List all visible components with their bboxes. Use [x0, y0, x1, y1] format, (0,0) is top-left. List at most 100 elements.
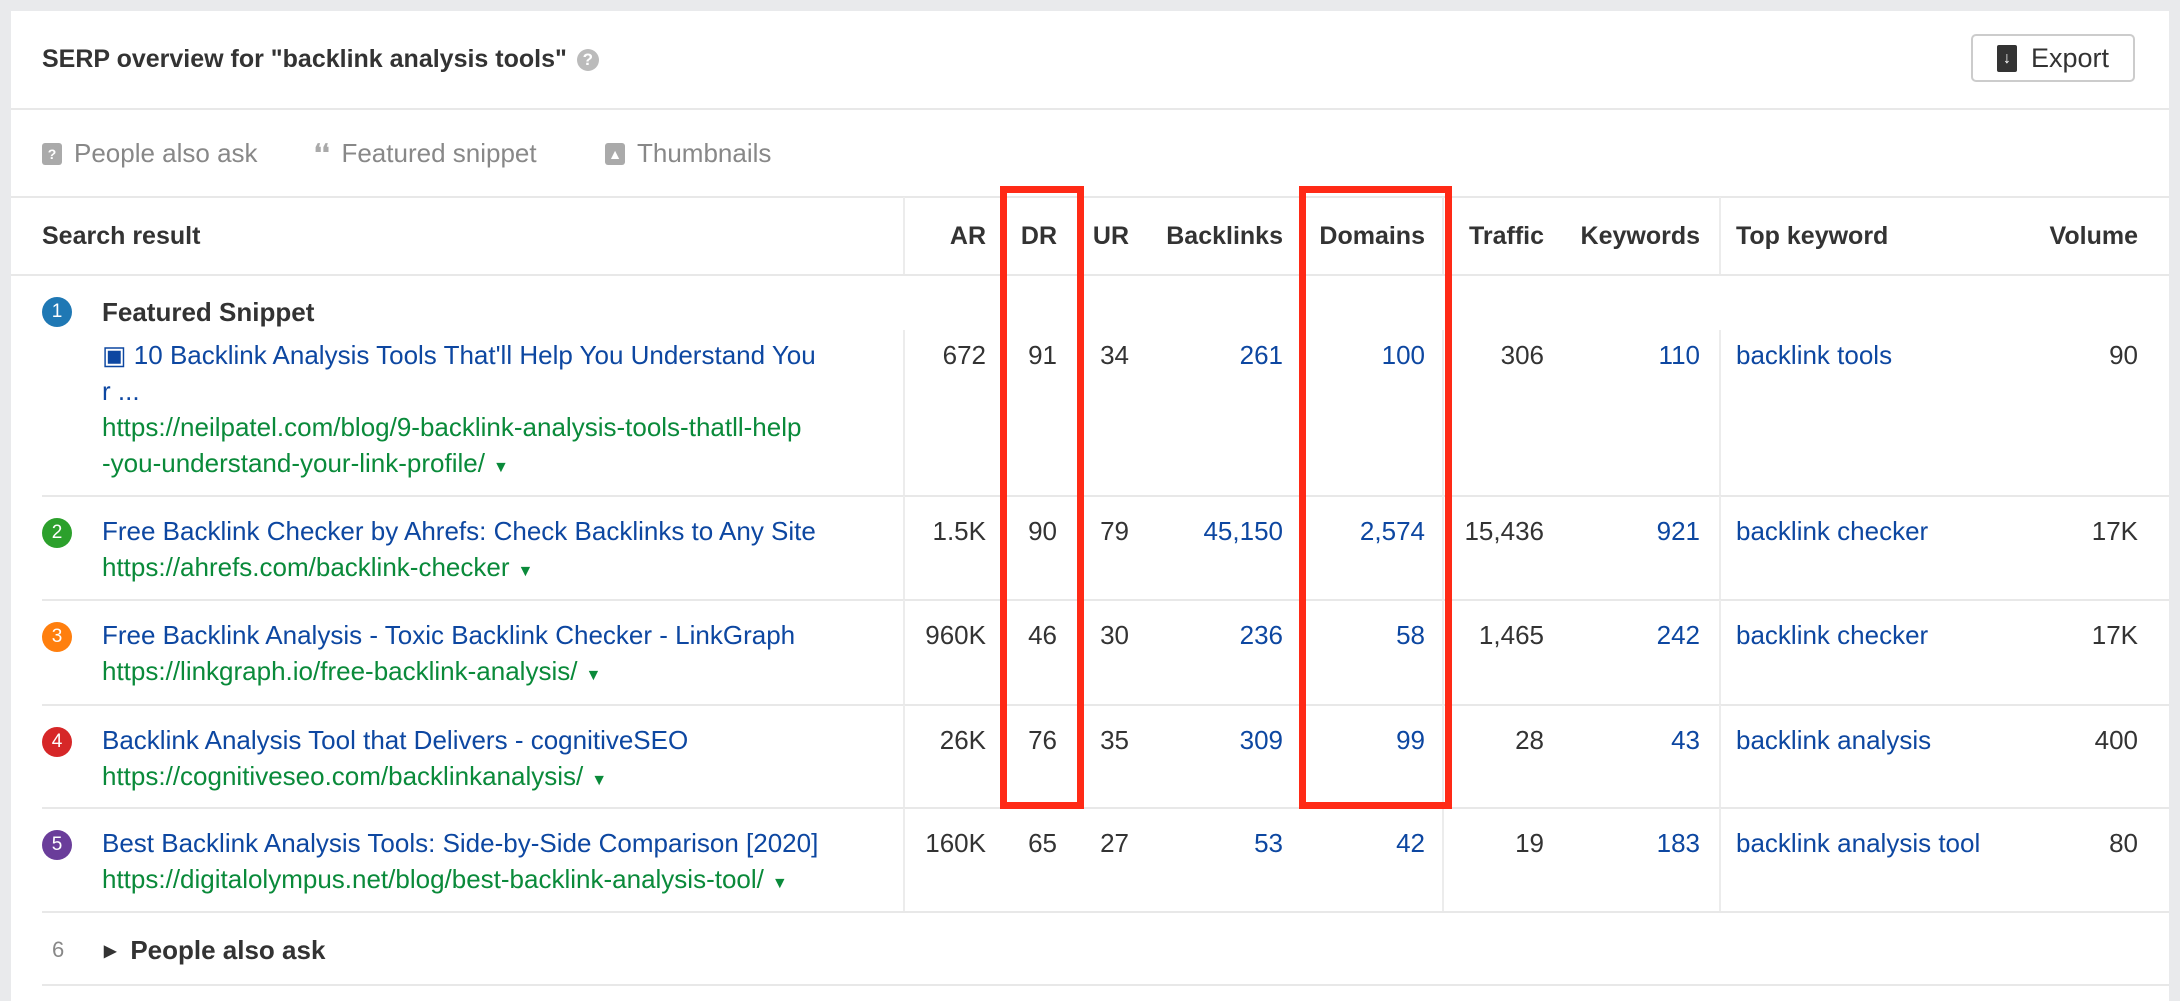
- result-title-link[interactable]: ▣ 10 Backlink Analysis Tools That'll Hel…: [102, 340, 816, 371]
- row-divider: [42, 495, 2169, 497]
- column-divider: [903, 705, 905, 808]
- cell-volume: 80: [2109, 828, 2138, 858]
- cell-dr: 46: [1028, 620, 1057, 650]
- cell-backlinks[interactable]: 53: [1254, 828, 1283, 858]
- filter-label: Featured snippet: [341, 138, 537, 168]
- featured-snippet-label: Featured Snippet: [102, 297, 315, 327]
- title-text: SERP overview for "backlink analysis too…: [42, 45, 567, 73]
- cell-ar: 26K: [939, 725, 986, 755]
- column-header-search-result[interactable]: Search result: [42, 222, 201, 250]
- cell-ur: 79: [1100, 516, 1129, 546]
- column-divider: [1719, 808, 1721, 912]
- position-badge: 4: [42, 727, 72, 757]
- cell-domains[interactable]: 100: [1381, 340, 1425, 370]
- cell-ar: 960K: [925, 620, 986, 650]
- result-url-link[interactable]: https://cognitiveseo.com/backlinkanalysi…: [102, 761, 608, 791]
- column-header-top-keyword[interactable]: Top keyword: [1736, 222, 1889, 250]
- caret-down-icon[interactable]: ▼: [591, 772, 608, 789]
- dr-column-highlight: [1000, 186, 1084, 809]
- cell-top-keyword[interactable]: backlink analysis tool: [1736, 828, 1981, 858]
- column-divider: [1719, 197, 1721, 275]
- help-icon[interactable]: ?: [576, 49, 599, 71]
- column-header-ur[interactable]: UR: [1092, 222, 1129, 250]
- column-divider: [1442, 330, 1444, 496]
- cell-ar: 672: [942, 340, 986, 370]
- result-title-text: Free Backlink Analysis - Toxic Backlink …: [102, 620, 796, 650]
- cell-ur: 30: [1100, 620, 1129, 650]
- cell-backlinks[interactable]: 261: [1239, 340, 1283, 370]
- cell-traffic: 28: [1515, 725, 1544, 755]
- cell-top-keyword[interactable]: backlink tools: [1736, 340, 1893, 370]
- result-title-link[interactable]: Free Backlink Checker by Ahrefs: Check B…: [102, 516, 816, 547]
- result-url-link[interactable]: https://digitalolympus.net/blog/best-bac…: [102, 864, 788, 894]
- column-divider: [903, 197, 905, 275]
- column-header-keywords[interactable]: Keywords: [1580, 222, 1700, 250]
- cell-dr: 65: [1028, 828, 1057, 858]
- cell-volume: 400: [2094, 725, 2138, 755]
- cell-backlinks[interactable]: 309: [1239, 725, 1283, 755]
- cell-domains[interactable]: 58: [1396, 620, 1425, 650]
- cell-domains[interactable]: 99: [1396, 725, 1425, 755]
- cell-traffic: 15,436: [1464, 516, 1544, 546]
- serp-overview-panel: [11, 11, 2169, 1001]
- position-badge: 1: [42, 297, 72, 327]
- column-divider: [1442, 705, 1444, 808]
- column-header-ar[interactable]: AR: [949, 222, 986, 250]
- column-header-domains[interactable]: Domains: [1319, 222, 1425, 250]
- column-header-volume[interactable]: Volume: [2049, 222, 2138, 250]
- cell-top-keyword[interactable]: backlink checker: [1736, 620, 1929, 650]
- result-title-link[interactable]: Best Backlink Analysis Tools: Side-by-Si…: [102, 828, 818, 859]
- filter-featured-snippet[interactable]: ❛❛ Featured snippet: [314, 138, 537, 169]
- cell-backlinks[interactable]: 236: [1239, 620, 1283, 650]
- result-title-link[interactable]: r ...: [102, 376, 140, 407]
- column-header-dr[interactable]: DR: [1020, 222, 1057, 250]
- cell-keywords[interactable]: 43: [1671, 725, 1700, 755]
- caret-down-icon[interactable]: ▼: [492, 459, 509, 476]
- cell-keywords[interactable]: 183: [1656, 828, 1700, 858]
- cell-ur: 34: [1100, 340, 1129, 370]
- domains-column-highlight: [1299, 186, 1452, 809]
- row-divider: [42, 911, 2169, 913]
- people-also-ask-label: People also ask: [130, 935, 326, 965]
- cell-volume: 90: [2109, 340, 2138, 370]
- divider: [11, 108, 2169, 110]
- filter-people-also-ask[interactable]: ? People also ask: [42, 138, 258, 169]
- cell-keywords[interactable]: 921: [1656, 516, 1700, 546]
- column-divider: [903, 496, 905, 600]
- column-divider: [1442, 197, 1444, 275]
- cell-domains[interactable]: 2,574: [1359, 516, 1425, 546]
- export-button[interactable]: ↓ Export: [1971, 34, 2135, 82]
- filter-thumbnails[interactable]: ▲ Thumbnails: [605, 138, 771, 169]
- people-also-ask-row-toggle[interactable]: ▶ People also ask: [104, 935, 325, 966]
- cell-top-keyword[interactable]: backlink analysis: [1736, 725, 1932, 755]
- cell-domains[interactable]: 42: [1396, 828, 1425, 858]
- cell-keywords[interactable]: 242: [1656, 620, 1700, 650]
- cell-dr: 91: [1028, 340, 1057, 370]
- result-title-text: Backlink Analysis Tool that Delivers - c…: [102, 725, 689, 755]
- result-title-text: Free Backlink Checker by Ahrefs: Check B…: [102, 516, 816, 546]
- result-url-link[interactable]: https://ahrefs.com/backlink-checker ▼: [102, 552, 534, 582]
- result-url-link[interactable]: https://linkgraph.io/free-backlink-analy…: [102, 656, 602, 686]
- cell-keywords[interactable]: 110: [1658, 340, 1700, 370]
- cell-traffic: 19: [1515, 828, 1544, 858]
- caret-right-icon: ▶: [104, 943, 117, 960]
- cell-top-keyword[interactable]: backlink checker: [1736, 516, 1929, 546]
- column-header-backlinks[interactable]: Backlinks: [1166, 222, 1283, 250]
- row-divider: [42, 807, 2169, 809]
- result-url-link[interactable]: https://neilpatel.com/blog/9-backlink-an…: [102, 412, 802, 442]
- position-badge: 2: [42, 518, 72, 548]
- column-header-traffic[interactable]: Traffic: [1468, 222, 1544, 250]
- result-url-link[interactable]: -you-understand-your-link-profile/▼: [102, 448, 509, 478]
- column-divider: [903, 808, 905, 912]
- caret-down-icon[interactable]: ▼: [585, 667, 602, 684]
- cell-backlinks[interactable]: 45,150: [1203, 516, 1283, 546]
- column-divider: [903, 600, 905, 705]
- caret-down-icon[interactable]: ▼: [771, 875, 788, 892]
- result-title-link[interactable]: Backlink Analysis Tool that Delivers - c…: [102, 725, 688, 756]
- position-badge: 3: [42, 622, 72, 652]
- quote-icon: ❛❛: [314, 140, 330, 167]
- image-icon: ▲: [605, 142, 625, 165]
- result-title-link[interactable]: Free Backlink Analysis - Toxic Backlink …: [102, 620, 795, 651]
- caret-down-icon[interactable]: ▼: [517, 563, 534, 580]
- column-divider: [1442, 808, 1444, 912]
